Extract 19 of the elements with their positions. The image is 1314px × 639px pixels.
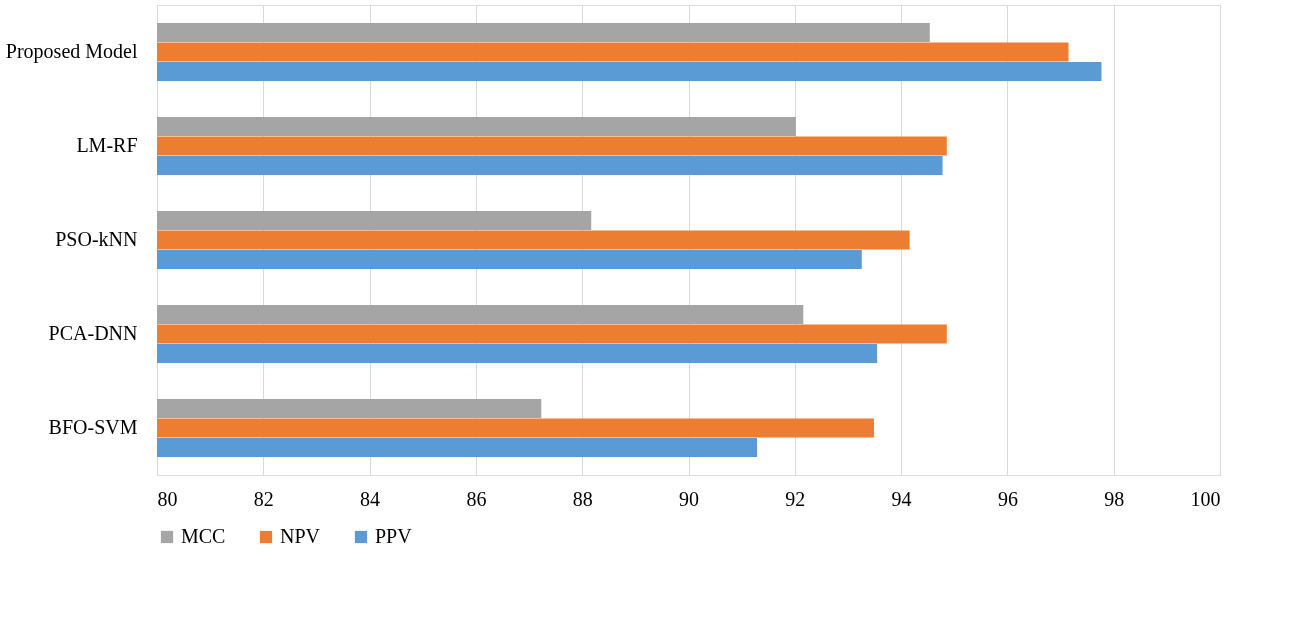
x-tick-label: 84	[360, 487, 381, 510]
legend-label: NPV	[280, 525, 321, 547]
x-tick-label: 94	[891, 487, 912, 510]
y-tick-label: LM-RF	[76, 134, 138, 156]
x-tick-label: 100	[1190, 487, 1221, 510]
x-tick-label: 92	[785, 487, 806, 510]
legend-label: PPV	[375, 525, 413, 547]
x-tick-label: 98	[1104, 487, 1125, 510]
x-tick-label: 88	[572, 487, 593, 510]
y-tick-label: PCA-DNN	[48, 322, 138, 344]
y-tick-label: Proposed Model	[5, 40, 138, 63]
x-tick-label: 86	[466, 487, 487, 510]
y-tick-label: BFO-SVM	[48, 416, 138, 438]
x-tick-label: 90	[679, 487, 699, 510]
x-tick-label: 82	[253, 487, 274, 510]
y-tick-label: PSO-kNN	[55, 228, 138, 250]
x-tick-label: 96	[997, 487, 1018, 510]
legend-label: MCC	[181, 525, 226, 547]
x-tick-label: 80	[157, 487, 178, 510]
